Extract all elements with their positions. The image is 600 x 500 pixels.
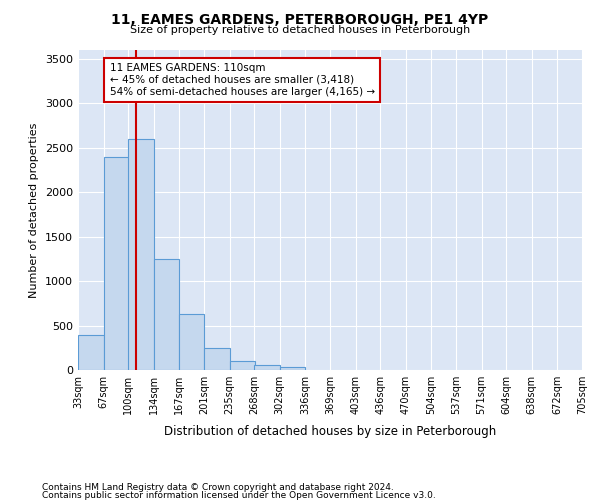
- Bar: [280, 368, 305, 370]
- Bar: [104, 156, 129, 370]
- Bar: [204, 348, 229, 370]
- Text: Size of property relative to detached houses in Peterborough: Size of property relative to detached ho…: [130, 25, 470, 35]
- Bar: [154, 259, 179, 370]
- Text: Contains HM Land Registry data © Crown copyright and database right 2024.: Contains HM Land Registry data © Crown c…: [42, 484, 394, 492]
- Bar: [78, 336, 104, 370]
- Bar: [179, 314, 204, 370]
- Y-axis label: Number of detached properties: Number of detached properties: [29, 122, 40, 298]
- Bar: [229, 361, 255, 370]
- Text: 11, EAMES GARDENS, PETERBOROUGH, PE1 4YP: 11, EAMES GARDENS, PETERBOROUGH, PE1 4YP: [112, 12, 488, 26]
- X-axis label: Distribution of detached houses by size in Peterborough: Distribution of detached houses by size …: [164, 426, 496, 438]
- Text: Contains public sector information licensed under the Open Government Licence v3: Contains public sector information licen…: [42, 491, 436, 500]
- Bar: [254, 365, 280, 370]
- Bar: [128, 139, 154, 370]
- Text: 11 EAMES GARDENS: 110sqm
← 45% of detached houses are smaller (3,418)
54% of sem: 11 EAMES GARDENS: 110sqm ← 45% of detach…: [110, 64, 374, 96]
